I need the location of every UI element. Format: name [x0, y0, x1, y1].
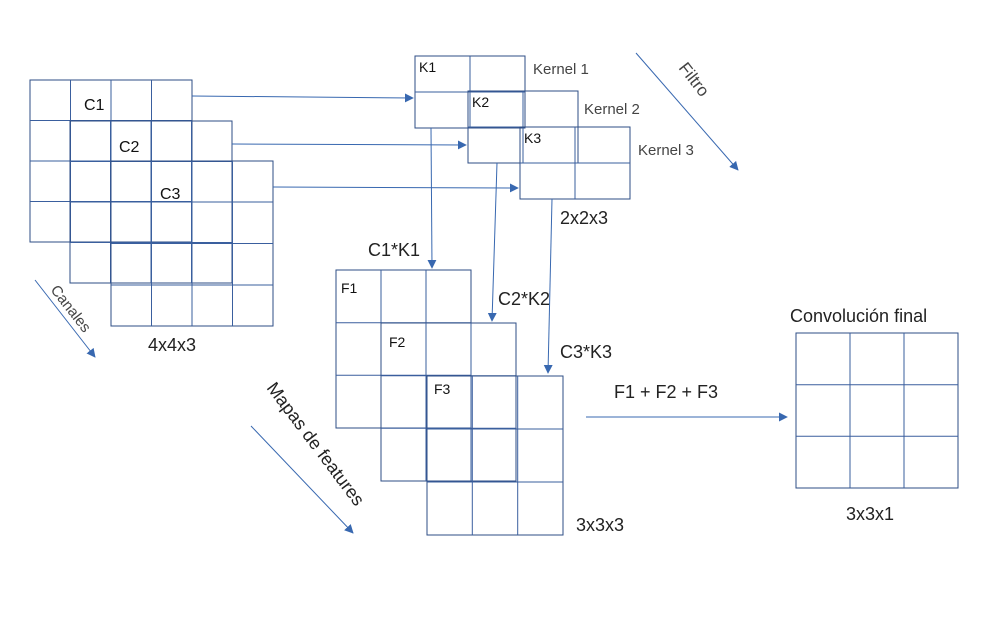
filtro-arrow: [635, 52, 739, 171]
channel-c3: C3: [110, 160, 274, 327]
op-label-c1k1: C1*K1: [368, 240, 420, 260]
filter-dims-label: 2x2x3: [560, 208, 608, 228]
op-label-c2k2: C2*K2: [498, 289, 550, 309]
feature-label-f3: F3: [434, 381, 451, 397]
arrow-k1-f1: [427, 127, 437, 269]
canales-label: Canales: [47, 282, 94, 336]
output-dims-label: 3x3x1: [846, 504, 894, 524]
feature-label-f1: F1: [341, 280, 358, 296]
kernel-label-k3: K3: [524, 130, 541, 146]
arrow-k2-f2: [487, 162, 498, 322]
op-label-c3k3: C3*K3: [560, 342, 612, 362]
kernel-label-k2: K2: [472, 94, 489, 110]
channel-label-c1: C1: [84, 97, 105, 114]
mapas-arrow: [250, 425, 354, 534]
arrow-k3-f3: [543, 198, 553, 374]
kernel-label-k1: K1: [419, 59, 436, 75]
output-title: Convolución final: [790, 306, 927, 326]
sum-label: F1 + F2 + F3: [614, 382, 718, 402]
kernel-name-1: Kernel 1: [533, 61, 589, 78]
feature-map-f3: F3: [426, 375, 564, 536]
kernel-k1: K1: [414, 55, 526, 129]
canales-arrow: [34, 279, 96, 358]
arrow-c2-k2: [231, 140, 467, 150]
channel-label-c3: C3: [160, 186, 181, 203]
arrow-c1-k1: [191, 93, 414, 103]
feature-map-f2: F2: [380, 322, 517, 482]
output-grid: [795, 332, 959, 489]
channel-label-c2: C2: [119, 139, 140, 156]
kernel-k3: K3: [519, 126, 631, 200]
filtro-label: Filtro: [675, 59, 713, 100]
kernel-name-2: Kernel 2: [584, 101, 640, 118]
input-dims-label: 4x4x3: [148, 335, 196, 355]
kernel-name-3: Kernel 3: [638, 142, 694, 159]
feature-dims-label: 3x3x3: [576, 515, 624, 535]
feature-label-f2: F2: [389, 334, 406, 350]
mapas-label: Mapas de features: [263, 378, 369, 509]
arrow-c3-k3: [272, 183, 519, 193]
